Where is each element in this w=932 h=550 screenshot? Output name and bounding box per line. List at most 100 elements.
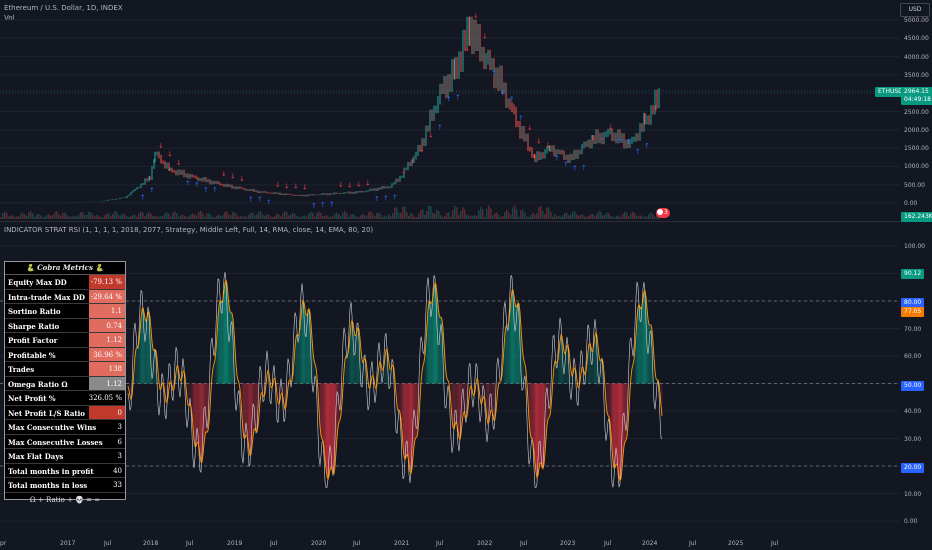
volume-bar bbox=[634, 212, 636, 219]
volume-bar bbox=[350, 214, 352, 219]
volume-bar bbox=[78, 214, 80, 219]
volume-bar bbox=[426, 211, 428, 219]
volume-bar bbox=[154, 216, 156, 219]
metric-label: Net Profit L/S Ratio bbox=[8, 408, 85, 418]
metric-value: 3 bbox=[117, 452, 122, 460]
time-axis[interactable]: pr 2017 Jul 2018 Jul 2019 Jul 2020 Jul 2021 Jul 202… bbox=[0, 538, 900, 550]
volume-bar bbox=[474, 215, 476, 219]
volume-bar bbox=[628, 216, 630, 219]
metric-value-bg bbox=[89, 318, 125, 332]
time-tick-label: 2020 bbox=[311, 540, 327, 547]
volume-bar bbox=[198, 212, 200, 219]
volume-bar bbox=[56, 211, 58, 219]
volume-bar bbox=[66, 214, 68, 219]
buy-arrow: ↑ bbox=[509, 95, 515, 103]
price-chart[interactable]: ↑↑↓↓↓↑ ↑↑ ↑↓ ↓ ↓↑ ↑ ↑↓ ↓ ↓ ↓↑ ↑ ↑↓ ↓ ↓ ↓↑ ↑ ↑↓↓↓↓↑↑ ↑↓↓↓↑… bbox=[0, 0, 900, 221]
time-tick-label: 2017 bbox=[60, 540, 76, 547]
metrics-title: 🐍 Cobra Metrics 🐍 bbox=[5, 262, 125, 275]
volume-bar bbox=[606, 212, 608, 219]
volume-bar bbox=[532, 212, 534, 219]
volume-bar bbox=[242, 216, 244, 219]
volume-bar bbox=[218, 214, 220, 219]
volume-bar bbox=[552, 216, 554, 219]
pane-separator[interactable] bbox=[0, 221, 932, 222]
rsi-chart[interactable] bbox=[0, 222, 900, 538]
volume-bar bbox=[528, 216, 530, 219]
metric-label: Max Consecutive Wins bbox=[8, 423, 97, 432]
buy-arrow: ↑ bbox=[266, 198, 272, 206]
event-badge[interactable]: 3 bbox=[656, 208, 670, 218]
volume-bar bbox=[472, 216, 474, 219]
time-tick-label: 2022 bbox=[477, 540, 493, 547]
time-tick-label: Jul bbox=[104, 540, 112, 547]
volume-bar bbox=[610, 215, 612, 219]
metric-label: Total months in profit bbox=[8, 466, 94, 476]
currency-button[interactable]: USD bbox=[900, 3, 930, 17]
volume-bar bbox=[314, 216, 316, 219]
volume-bar bbox=[256, 214, 258, 219]
volume-bar bbox=[196, 215, 198, 219]
volume-bar bbox=[574, 211, 576, 219]
volume-bar bbox=[210, 215, 212, 219]
volume-bar bbox=[234, 212, 236, 219]
volume-bar bbox=[16, 216, 18, 219]
volume-bar bbox=[228, 214, 230, 219]
metric-value: 6 bbox=[117, 437, 122, 446]
sell-arrow: ↓ bbox=[599, 134, 605, 142]
price-tick-label: 3500.00 bbox=[904, 71, 929, 79]
volume-bar bbox=[468, 215, 470, 219]
volume-bar bbox=[86, 214, 88, 219]
volume-bar bbox=[520, 210, 522, 219]
volume-bar bbox=[22, 212, 24, 219]
sell-arrow: ↓ bbox=[536, 137, 542, 145]
indicator-pane[interactable]: INDICATOR STRAT RSI (1, 1, 1, 1, 2018, 2… bbox=[0, 222, 900, 538]
volume-bar bbox=[404, 206, 406, 219]
volume-bar bbox=[226, 211, 228, 219]
volume-bar bbox=[568, 215, 570, 219]
volume-bar bbox=[14, 216, 16, 219]
volume-bar bbox=[62, 212, 64, 219]
metric-value-bg bbox=[89, 405, 125, 419]
volume-bar bbox=[348, 216, 350, 219]
volume-bar bbox=[48, 214, 50, 219]
rsi-tick-label: 70.00 bbox=[904, 325, 922, 333]
metric-row: Equity Max DD -79.13 % bbox=[5, 275, 125, 290]
ema-value-tag: 77.05 bbox=[901, 307, 925, 317]
volume-bar bbox=[310, 211, 312, 219]
volume-bar bbox=[406, 211, 408, 219]
buy-arrow: ↑ bbox=[311, 202, 317, 210]
volume-bar bbox=[438, 211, 440, 219]
volume-bar bbox=[410, 212, 412, 219]
volume-bar bbox=[284, 211, 286, 219]
volume-bar bbox=[476, 215, 478, 219]
volume-bar bbox=[158, 216, 160, 219]
lower-band-tag: 20.00 bbox=[901, 463, 925, 473]
volume-bar bbox=[384, 215, 386, 219]
metric-row: Max Flat Days 3 bbox=[5, 449, 125, 464]
metric-row: Sortino Ratio 1.1 bbox=[5, 304, 125, 319]
volume-bar bbox=[20, 213, 22, 219]
volume-bar bbox=[206, 213, 208, 219]
volume-bar bbox=[116, 211, 118, 219]
rsi-tick-label: 60.00 bbox=[904, 353, 922, 360]
volume-bar bbox=[456, 207, 458, 219]
volume-bar bbox=[72, 216, 74, 219]
volume-bar bbox=[542, 211, 544, 219]
volume-bar bbox=[212, 216, 214, 219]
metric-row: Profit Factor 1.12 bbox=[5, 333, 125, 348]
volume-bar bbox=[596, 213, 598, 219]
volume-bar bbox=[524, 212, 526, 219]
volume-bar bbox=[556, 215, 558, 219]
volume-bar bbox=[392, 213, 394, 219]
buy-arrow: ↑ bbox=[149, 187, 155, 195]
sell-arrow: ↓ bbox=[338, 181, 344, 189]
volume-bar bbox=[96, 214, 98, 219]
volume-bar bbox=[272, 216, 274, 219]
volume-bar bbox=[160, 216, 162, 219]
volume-bar bbox=[252, 212, 254, 219]
volume-bar bbox=[30, 211, 32, 219]
volume-bar bbox=[300, 216, 302, 219]
volume-bar bbox=[598, 211, 600, 219]
volume-bar bbox=[550, 211, 552, 219]
price-pane[interactable]: Ethereum / U.S. Dollar, 1D, INDEX Vol ↑ ↑… bbox=[0, 0, 900, 221]
